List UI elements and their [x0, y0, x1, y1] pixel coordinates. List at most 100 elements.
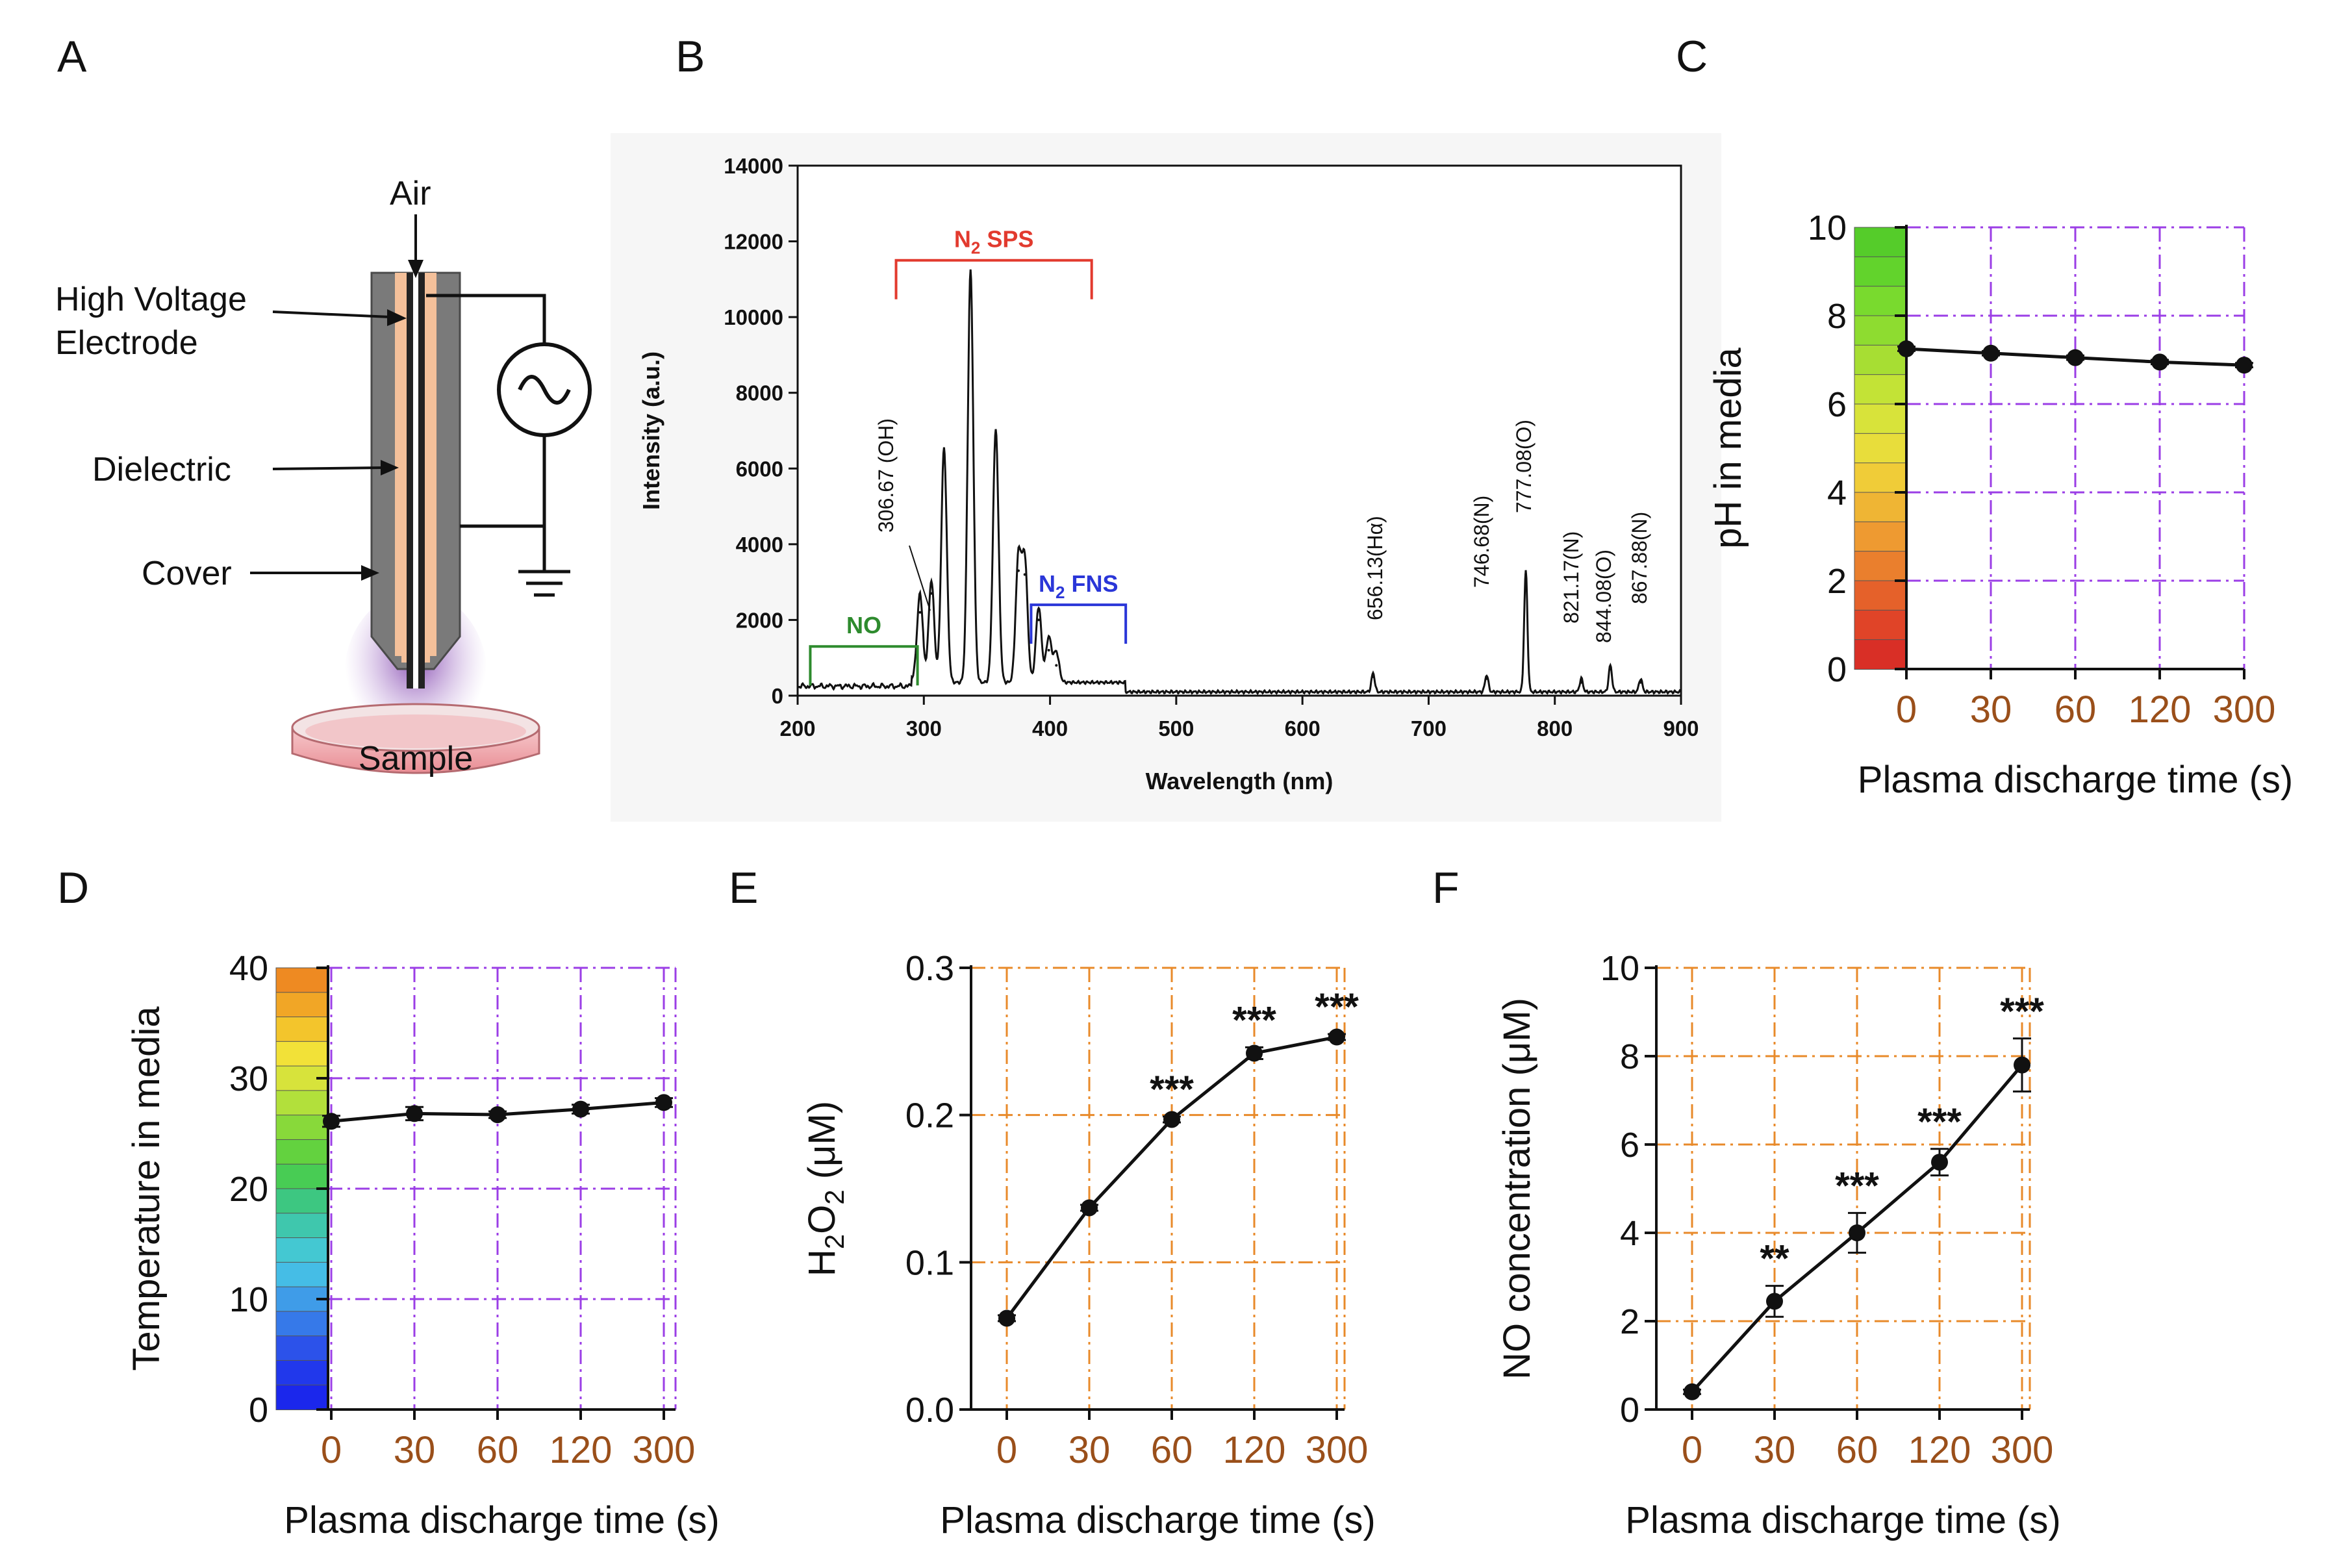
- spectrum-plot-area: [796, 164, 1682, 697]
- color-scale-segment: [275, 1213, 329, 1239]
- spectrum-peak-point: [994, 440, 998, 444]
- data-point: [1328, 1028, 1345, 1046]
- x-tick-label: 300: [1991, 1429, 2054, 1471]
- y-tick-label: 10: [1808, 209, 1847, 247]
- significance-marker: ***: [1917, 1101, 1962, 1143]
- spectrum-xtick-label: 700: [1411, 716, 1447, 740]
- color-scale-segment: [275, 1017, 329, 1043]
- panel-label-f: F: [1432, 863, 1460, 913]
- spectrum-peak-annotation: 777.08(O): [1512, 420, 1536, 513]
- x-tick-label: 120: [1908, 1429, 1971, 1471]
- data-point: [1766, 1293, 1783, 1310]
- spectrum-peak-point: [942, 459, 946, 462]
- spectrum-ytick-label: 0: [772, 684, 783, 708]
- x-tick-label: 30: [394, 1429, 436, 1471]
- significance-marker: ***: [1835, 1165, 1879, 1207]
- color-scale-segment: [1854, 227, 1907, 258]
- y-tick-label: 2: [1620, 1302, 1639, 1341]
- spectrum-peak-point: [1047, 649, 1050, 652]
- spectrum-xtick-label: 600: [1285, 716, 1321, 740]
- x-tick-label: 30: [1970, 689, 2012, 731]
- data-point: [998, 1309, 1015, 1327]
- panel-label-c: C: [1676, 32, 1708, 81]
- color-scale-segment: [1854, 462, 1907, 494]
- y-tick-label: 0.2: [905, 1096, 954, 1135]
- color-scale-segment: [275, 1335, 329, 1361]
- ground-icon: [518, 570, 570, 597]
- x-axis-title: Plasma discharge time (s): [1625, 1499, 2060, 1541]
- data-point: [323, 1113, 340, 1130]
- y-tick-label: 30: [229, 1059, 268, 1098]
- x-tick-label: 300: [633, 1429, 696, 1471]
- x-tick-label: 0: [1682, 1429, 1702, 1471]
- air-label: Air: [390, 175, 431, 212]
- x-tick-label: 60: [477, 1429, 519, 1471]
- spectrum-peak-point: [969, 281, 972, 285]
- color-scale-segment: [275, 992, 329, 1018]
- color-scale-segment: [1854, 315, 1907, 346]
- data-point: [2067, 349, 2084, 366]
- spectrum-xtick-label: 500: [1158, 716, 1194, 740]
- color-scale-segment: [1854, 286, 1907, 316]
- color-scale-segment: [275, 1359, 329, 1386]
- electrode-label: Electrode: [55, 324, 198, 362]
- color-scale-segment: [275, 1384, 329, 1410]
- color-scale-segment: [1854, 433, 1907, 464]
- y-tick-label: 0.3: [905, 949, 954, 988]
- y-tick-label: 6: [1620, 1126, 1639, 1165]
- color-scale-segment: [275, 1041, 329, 1067]
- spectrum-xtick-label: 800: [1537, 716, 1573, 740]
- y-axis-title: pH in media: [1707, 348, 1749, 549]
- spectrum-band-label: N2 SPS: [954, 226, 1034, 258]
- data-point: [1898, 340, 1915, 357]
- spectrum-peak-annotation: 844.08(O): [1592, 550, 1615, 643]
- color-scale-segment: [275, 1237, 329, 1263]
- plasma-jet-diagram: Air High Voltage Electrode Dielectric Co…: [55, 175, 592, 778]
- color-scale-segment: [275, 1261, 329, 1288]
- spectrum-ytick-label: 2000: [736, 608, 783, 632]
- spectrum-peak-point: [1037, 618, 1041, 622]
- spectrum-band-bracket: [809, 645, 919, 686]
- x-tick-label: 0: [996, 1429, 1017, 1471]
- electrode-rod: [407, 273, 413, 689]
- y-tick-label: 20: [229, 1170, 268, 1209]
- color-scale-segment: [1854, 580, 1907, 611]
- spectrum-band-bracket: [894, 259, 1093, 299]
- data-point: [655, 1094, 672, 1111]
- spectrum-peak-point: [1055, 664, 1058, 667]
- x-tick-label: 60: [2055, 689, 2097, 731]
- y-axis-title: Temperature in media: [125, 1006, 168, 1371]
- spectrum-xtick-label: 200: [779, 716, 815, 740]
- x-tick-label: 30: [1068, 1429, 1111, 1471]
- y-tick-label: 6: [1827, 385, 1847, 424]
- x-tick-label: 300: [2213, 689, 2276, 731]
- y-tick-label: 10: [229, 1280, 268, 1319]
- spectrum-xtick-label: 900: [1663, 716, 1699, 740]
- y-tick-label: 0.0: [905, 1391, 954, 1430]
- color-scale-segment: [275, 1090, 329, 1116]
- data-point: [2151, 353, 2168, 371]
- spectrum-peak-point: [929, 592, 933, 595]
- x-axis-title: Plasma discharge time (s): [284, 1499, 719, 1541]
- color-scale-segment: [1854, 492, 1907, 523]
- spectrum-peak-point: [1017, 569, 1020, 572]
- spectrum-xlabel: Wavelength (nm): [1146, 768, 1334, 794]
- y-axis-title: NO concentration (μM): [1496, 998, 1538, 1380]
- significance-marker: ***: [1150, 1069, 1194, 1111]
- spectrum-peak-point: [1639, 681, 1642, 684]
- spectrum-peak-point: [1485, 677, 1488, 680]
- data-point: [1982, 344, 1999, 362]
- emission-spectrum: Wavelength (nm) Intensity (a.u.) 200 300 4…: [611, 133, 1721, 822]
- spectrum-ytick-label: 14000: [724, 154, 783, 178]
- spectrum-peak-point: [1580, 681, 1583, 684]
- sample-label: Sample: [359, 740, 473, 778]
- significance-marker: **: [1760, 1238, 1789, 1280]
- y-tick-label: 0: [249, 1391, 268, 1430]
- spectrum-peak-annotation: 656.13(Hα): [1363, 516, 1387, 620]
- y-tick-label: 8: [1620, 1037, 1639, 1076]
- color-scale-segment: [275, 1163, 329, 1189]
- panel-label-d: D: [57, 863, 89, 913]
- x-tick-label: 120: [550, 1429, 613, 1471]
- color-scale-segment: [1854, 551, 1907, 582]
